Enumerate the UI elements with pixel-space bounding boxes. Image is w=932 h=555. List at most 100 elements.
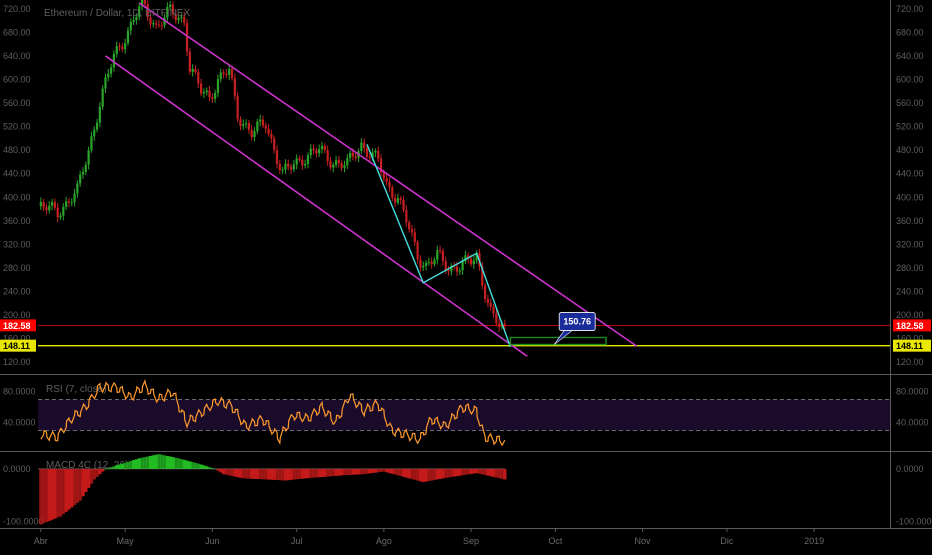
macd-bar [342, 468, 347, 476]
candle [469, 258, 473, 265]
macd-bar [227, 468, 231, 476]
macd-bar [219, 468, 223, 473]
macd-bar [489, 468, 493, 477]
candle [467, 255, 470, 259]
macd-bar [143, 457, 147, 469]
candle [295, 158, 298, 165]
candle [62, 206, 65, 216]
time-tick-Ago: Ago [376, 536, 392, 546]
price-tick-right: 160.00 [896, 334, 924, 344]
macd-bar [258, 468, 262, 480]
candle [126, 30, 130, 44]
candle [422, 265, 425, 268]
candle [349, 152, 352, 159]
rsi-tick-left: 80.0000 [3, 387, 36, 397]
candle [337, 160, 340, 164]
candle [332, 164, 335, 168]
candle [382, 172, 385, 179]
macd-bar [72, 468, 77, 506]
candle [343, 165, 346, 168]
macd-bar [469, 468, 473, 474]
macd-bar [387, 468, 392, 474]
candle [281, 169, 284, 171]
candle [486, 298, 490, 303]
macd-bar [123, 462, 127, 469]
macd-bar [230, 468, 234, 476]
candle [495, 313, 498, 324]
macd-bar [255, 468, 260, 480]
macd-bar [176, 458, 181, 469]
macd-bar [441, 468, 445, 479]
candle [98, 106, 101, 123]
candle [301, 159, 304, 166]
time-tick-Sep: Sep [463, 536, 479, 546]
macd-bar [179, 459, 184, 469]
macd-bar [266, 468, 271, 480]
macd-bar [87, 468, 91, 488]
macd-bar [486, 468, 490, 476]
candle [160, 25, 163, 27]
candle [334, 160, 338, 165]
candle [278, 164, 281, 170]
macd-bar [205, 466, 209, 469]
macd-bar [75, 468, 80, 503]
macd-bar [92, 468, 96, 480]
candle [312, 148, 315, 151]
macd-bar [438, 468, 442, 479]
macd-bar [193, 462, 198, 469]
macd-bar [494, 468, 499, 478]
channel-lower-line[interactable] [105, 55, 528, 357]
candle [39, 202, 42, 207]
symbol-title: Ethereum / Dollar, 1D, BITFINEX [44, 8, 190, 19]
rsi-title: RSI (7, close) [46, 384, 107, 395]
price-tick-left: 640.00 [3, 51, 31, 61]
price-tick-right: 600.00 [896, 75, 924, 85]
candle [261, 119, 265, 126]
price-tick-right: 280.00 [896, 263, 924, 273]
macd-bar [407, 468, 411, 479]
rsi-tick-right: 80.0000 [896, 387, 929, 397]
candle [138, 6, 141, 17]
candle [219, 72, 222, 80]
callout-box[interactable] [558, 312, 596, 331]
price-tick-right: 720.00 [896, 4, 924, 14]
target-box[interactable] [509, 336, 607, 346]
candle [171, 4, 175, 15]
macd-bar [472, 468, 476, 474]
macd-bar [126, 461, 130, 469]
price-tick-right: 320.00 [896, 239, 924, 249]
price-tick-left: 400.00 [3, 192, 31, 202]
pattern-polyline[interactable] [366, 144, 512, 348]
candle [53, 202, 56, 208]
price-tick-left: 200.00 [3, 310, 31, 320]
macd-bar [348, 468, 352, 475]
candle [239, 119, 242, 126]
macd-bar [137, 458, 141, 469]
macd-bar [61, 468, 66, 515]
price-tick-right: 360.00 [896, 216, 924, 226]
candle [177, 17, 180, 21]
macd-bar [432, 468, 437, 480]
candle [104, 77, 107, 89]
macd-bar [435, 468, 439, 480]
candle [230, 68, 234, 79]
macd-bar [421, 468, 425, 483]
price-tick-right: 120.00 [896, 357, 924, 367]
macd-bar [140, 457, 144, 469]
candle [259, 119, 262, 122]
price-tag-left [0, 319, 36, 332]
time-tick-Dic: Dic [720, 536, 733, 546]
channel-upper-line[interactable] [138, 2, 638, 347]
macd-bar [477, 468, 482, 474]
candle [391, 187, 394, 198]
macd-bar [390, 468, 394, 474]
macd-bar [396, 468, 400, 476]
candle [427, 261, 430, 263]
macd-bar [98, 468, 102, 475]
macd-bar [404, 468, 409, 478]
candle [174, 14, 177, 21]
candle [197, 72, 200, 84]
candle [124, 43, 127, 50]
